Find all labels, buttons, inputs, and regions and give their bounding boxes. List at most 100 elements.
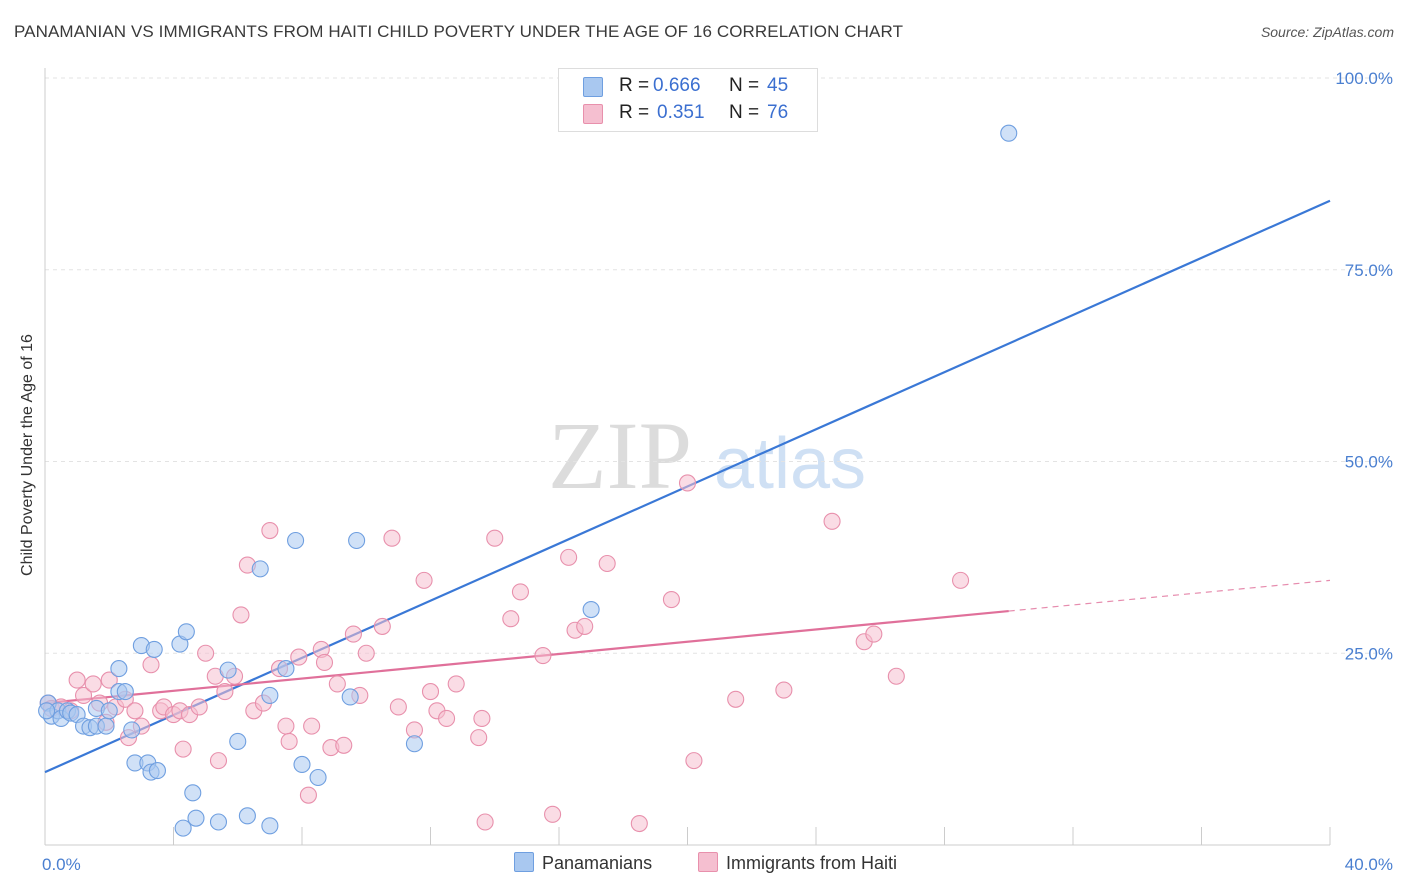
point-haiti xyxy=(232,606,250,624)
point-haiti xyxy=(328,675,346,693)
point-panamanians xyxy=(348,531,366,550)
bottom-legend-label: Immigrants from Haiti xyxy=(726,853,898,873)
point-panamanians xyxy=(97,717,115,735)
point-panamanians xyxy=(123,721,141,739)
point-haiti xyxy=(775,681,793,699)
point-haiti xyxy=(476,813,494,831)
point-haiti xyxy=(216,683,234,701)
bottom-legend-panamanians: Panamanians xyxy=(514,852,652,874)
point-haiti xyxy=(685,752,703,770)
chart-title: PANAMANIAN VS IMMIGRANTS FROM HAITI CHIL… xyxy=(14,22,904,41)
point-haiti xyxy=(315,653,334,672)
point-panamanians xyxy=(1000,124,1018,142)
point-haiti xyxy=(261,521,279,540)
point-haiti xyxy=(473,709,491,727)
point-haiti xyxy=(373,617,391,635)
point-haiti xyxy=(823,512,841,530)
point-haiti xyxy=(598,554,616,573)
point-panamanians xyxy=(261,686,279,704)
point-panamanians xyxy=(219,661,237,679)
point-panamanians xyxy=(341,688,359,706)
legend-r-value: 0.351 xyxy=(657,102,705,123)
point-haiti xyxy=(486,529,504,547)
point-panamanians xyxy=(405,735,423,753)
point-haiti xyxy=(470,729,488,747)
legend-n-label: N = xyxy=(729,75,760,96)
bottom-legend-haiti: Immigrants from Haiti xyxy=(698,852,897,874)
point-haiti xyxy=(389,698,407,716)
point-panamanians xyxy=(309,768,327,787)
point-haiti xyxy=(560,548,578,566)
point-panamanians xyxy=(184,784,202,802)
point-haiti xyxy=(383,529,401,547)
y-tick-label: 100.0% xyxy=(1335,69,1393,88)
legend-r-label: R = xyxy=(619,75,650,96)
point-panamanians xyxy=(145,640,163,658)
point-haiti xyxy=(415,571,433,589)
point-haiti xyxy=(197,644,215,662)
legend-n-value: 76 xyxy=(767,102,789,123)
point-haiti xyxy=(174,740,192,758)
point-haiti xyxy=(865,625,883,643)
point-panamanians xyxy=(287,531,305,550)
y-tick-label: 50.0% xyxy=(1345,453,1393,472)
point-panamanians xyxy=(261,817,279,835)
point-panamanians xyxy=(187,809,205,827)
stats-legend: R = 0.666 N = 45 R = 0.351 N = 76 xyxy=(558,68,818,132)
point-panamanians xyxy=(582,600,600,619)
point-haiti xyxy=(303,717,321,735)
point-haiti xyxy=(277,717,295,735)
point-haiti xyxy=(142,656,160,674)
x-tick-label: 40.0% xyxy=(1345,855,1393,874)
point-haiti xyxy=(576,617,594,635)
point-haiti xyxy=(290,648,308,666)
legend-r-label: R = xyxy=(619,102,650,123)
point-panamanians xyxy=(177,623,195,641)
point-haiti xyxy=(502,610,520,628)
point-panamanians xyxy=(174,819,192,837)
source-label: Source: ZipAtlas.com xyxy=(1260,24,1394,40)
point-haiti xyxy=(209,752,228,770)
point-panamanians xyxy=(229,732,247,751)
legend-r-value: 0.666 xyxy=(653,75,701,96)
point-panamanians xyxy=(251,560,269,578)
point-haiti xyxy=(630,814,648,833)
point-haiti xyxy=(280,732,298,751)
legend-swatch-blue xyxy=(583,77,603,97)
point-panamanians xyxy=(38,702,56,720)
y-tick-label: 75.0% xyxy=(1345,261,1393,280)
legend-swatch-pink xyxy=(583,104,603,124)
point-panamanians xyxy=(277,660,295,678)
point-panamanians xyxy=(110,660,128,678)
point-haiti xyxy=(100,671,118,689)
y-tick-label: 25.0% xyxy=(1345,644,1393,663)
point-panamanians xyxy=(209,813,228,831)
point-haiti xyxy=(887,667,905,685)
point-panamanians xyxy=(293,755,311,774)
bottom-legend-label: Panamanians xyxy=(542,853,653,873)
point-haiti xyxy=(421,683,440,701)
legend-n-value: 45 xyxy=(767,75,789,96)
point-haiti xyxy=(438,709,456,727)
point-haiti xyxy=(344,625,362,643)
point-haiti xyxy=(75,686,93,704)
point-haiti xyxy=(126,702,144,720)
point-haiti xyxy=(447,675,465,693)
point-haiti xyxy=(84,675,102,693)
point-haiti xyxy=(678,474,697,492)
legend-n-label: N = xyxy=(729,102,760,123)
bottom-legend-swatch-pink xyxy=(698,852,718,872)
point-haiti xyxy=(299,786,317,804)
point-haiti xyxy=(534,647,552,665)
point-haiti xyxy=(335,736,353,754)
point-haiti xyxy=(544,805,562,823)
point-haiti xyxy=(727,690,745,708)
point-panamanians xyxy=(100,702,118,720)
point-haiti xyxy=(662,591,680,609)
point-haiti xyxy=(952,571,970,589)
point-panamanians xyxy=(116,683,134,701)
trendline-haiti-extension xyxy=(1008,579,1331,612)
point-haiti xyxy=(357,644,375,662)
point-haiti xyxy=(511,583,530,601)
